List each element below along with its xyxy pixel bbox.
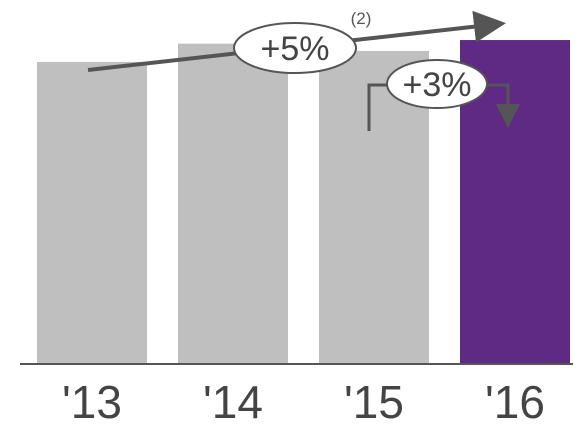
trend-badge-label: +5% xyxy=(261,30,330,68)
bar-14 xyxy=(178,43,288,365)
x-tick-label: '16 xyxy=(485,376,545,424)
step-badge-label: +3% xyxy=(403,66,472,104)
bars-group xyxy=(37,40,570,365)
trend-badge xyxy=(233,22,357,74)
bar-13 xyxy=(37,61,147,364)
x-tick-label: '13 xyxy=(62,376,122,424)
trend-footnote: (2) xyxy=(351,9,372,28)
step-badge xyxy=(386,59,488,109)
x-tick-label: '15 xyxy=(344,376,404,424)
x-tick-labels: '13 '14 '15 '16 xyxy=(62,376,545,424)
x-tick-label: '14 xyxy=(203,376,263,424)
